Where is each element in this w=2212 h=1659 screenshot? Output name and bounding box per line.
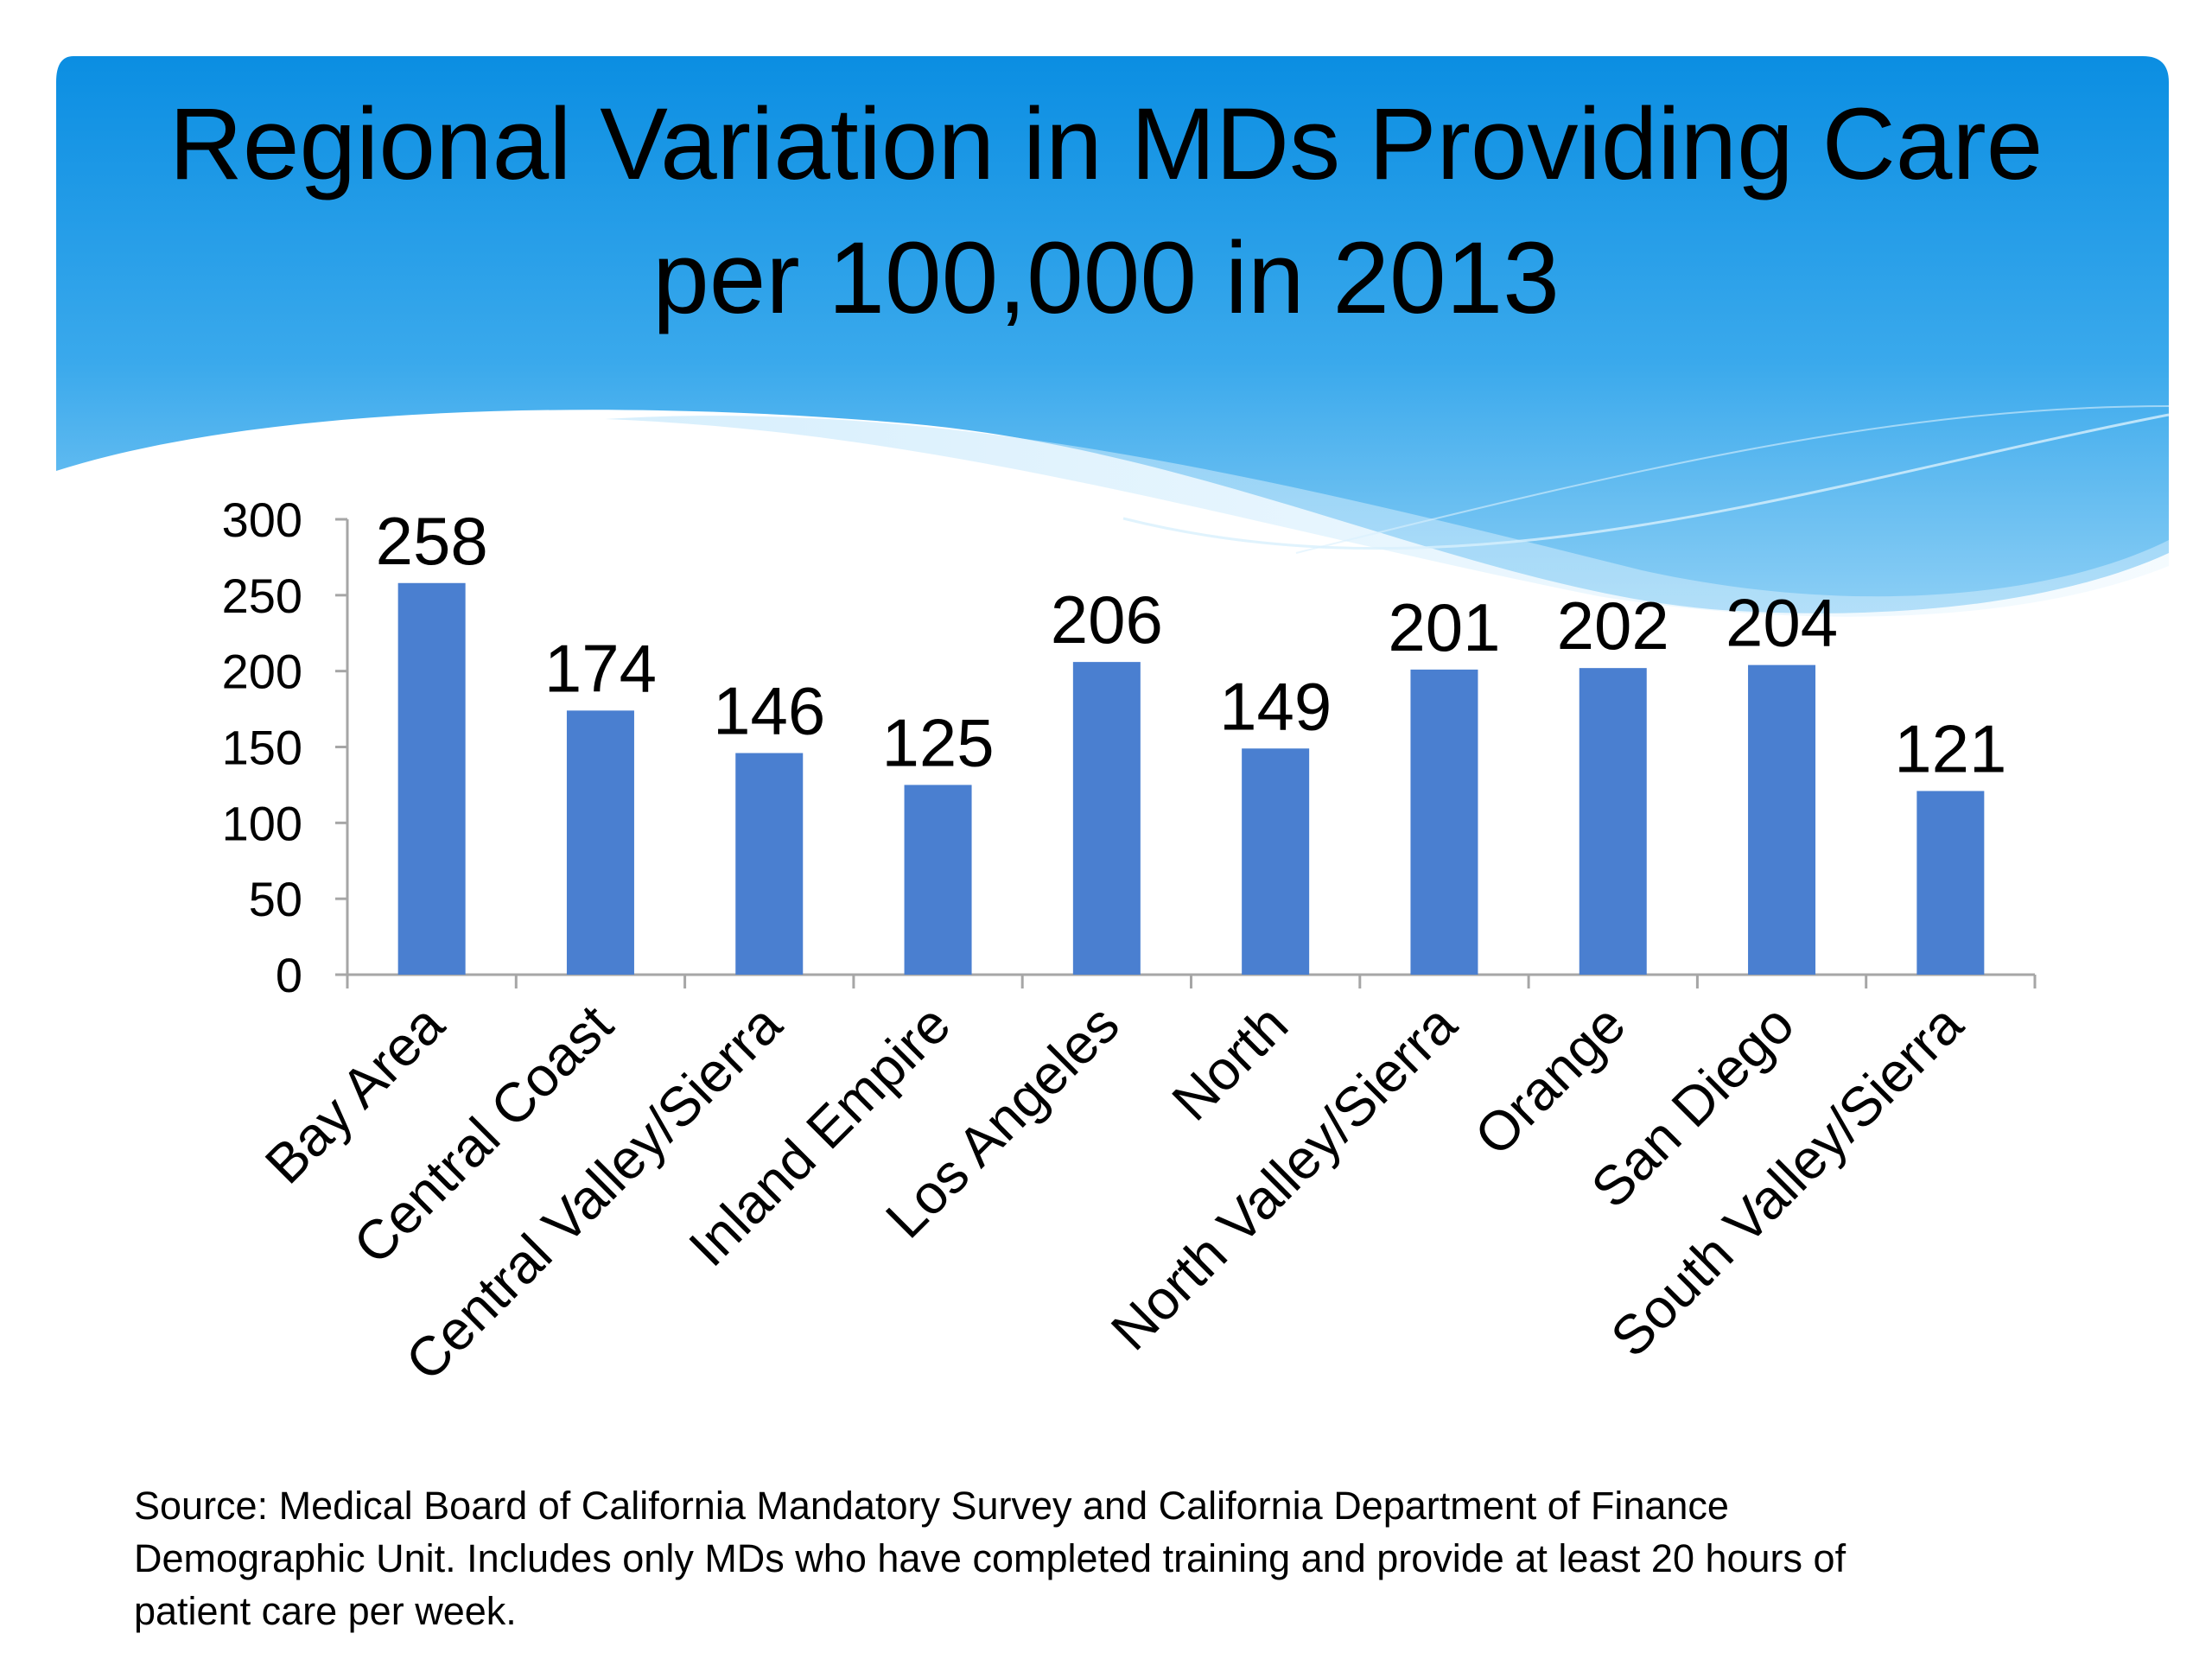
bar <box>397 582 466 975</box>
header-wave-line <box>1122 413 2170 550</box>
header-wave-line <box>1295 405 2170 554</box>
category-label: North <box>1160 993 1300 1133</box>
x-axis <box>346 973 2037 988</box>
category-label: Orange <box>1463 993 1637 1167</box>
source-note: Source: Medical Board of California Mand… <box>134 1479 2121 1637</box>
y-tick-label: 200 <box>222 645 302 699</box>
y-axis: 0 50 100 150 200 250 300 <box>222 493 349 1002</box>
bar <box>1916 791 1985 975</box>
data-labels: 258 174 146 125 206 149 201 202 204 121 <box>376 503 2007 787</box>
header-wave-light <box>605 416 2169 617</box>
y-tick-label: 250 <box>222 569 302 623</box>
source-line-2: Demographic Unit. Includes only MDs who … <box>134 1536 1847 1580</box>
data-label: 201 <box>1388 589 1500 665</box>
bar <box>1072 662 1141 975</box>
bar <box>1579 668 1647 975</box>
bar <box>1410 669 1478 975</box>
title-line-1: Regional Variation in MDs Providing Care <box>168 87 2044 201</box>
data-label: 202 <box>1557 588 1669 664</box>
bar <box>1748 664 1816 975</box>
data-label: 149 <box>1219 668 1332 744</box>
y-tick-label: 50 <box>249 872 302 926</box>
title-line-2: per 100,000 in 2013 <box>652 221 1560 335</box>
bars <box>397 582 1985 975</box>
bar <box>566 710 634 975</box>
data-label: 206 <box>1051 582 1163 658</box>
slide-title: Regional Variation in MDs Providing Care… <box>69 78 2143 346</box>
data-label: 258 <box>376 503 488 579</box>
y-tick-label: 300 <box>222 493 302 547</box>
source-line-1: Source: Medical Board of California Mand… <box>134 1484 1729 1528</box>
data-label: 146 <box>713 673 825 749</box>
y-tick-label: 100 <box>222 796 302 850</box>
bar <box>904 785 972 975</box>
y-tick-label: 150 <box>222 721 302 775</box>
bar <box>735 753 804 975</box>
data-label: 174 <box>544 630 657 706</box>
data-label: 125 <box>881 704 994 780</box>
y-tick-label: 0 <box>276 948 302 1002</box>
bar <box>1242 748 1310 975</box>
header-band <box>56 56 2169 613</box>
source-line-3: patient care per week. <box>134 1589 517 1633</box>
data-label: 204 <box>1726 585 1838 661</box>
data-label: 121 <box>1894 710 2006 786</box>
